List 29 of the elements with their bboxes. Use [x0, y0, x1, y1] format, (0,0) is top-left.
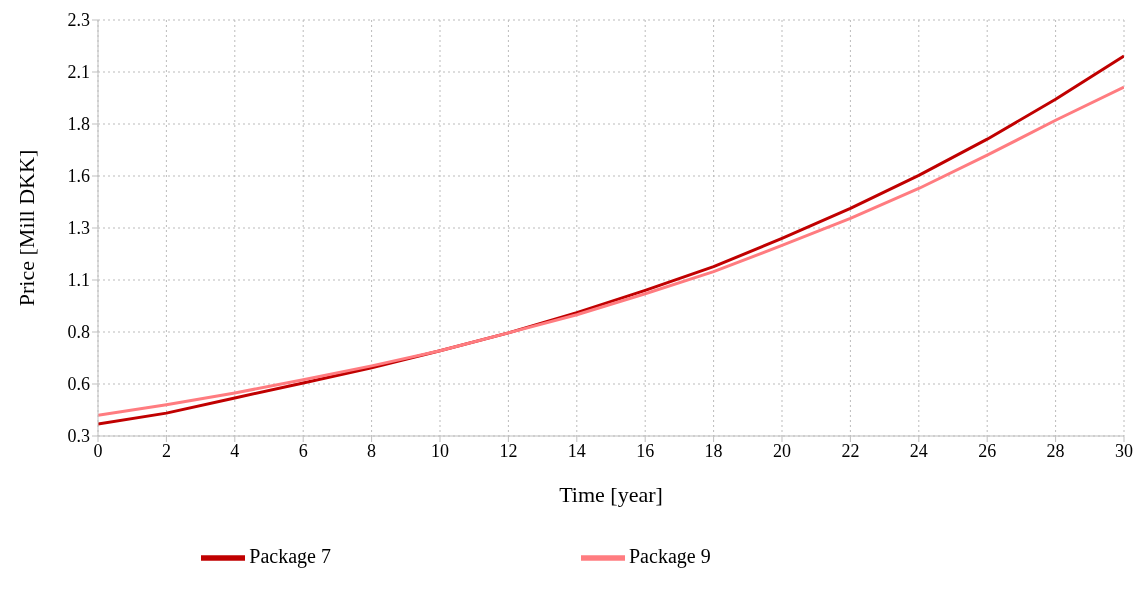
legend-label: Package 9 [629, 544, 711, 567]
y-tick-label: 1.3 [67, 218, 90, 239]
x-tick-label: 24 [909, 440, 928, 461]
y-tick-label: 0.6 [67, 374, 90, 395]
x-tick-label: 6 [298, 440, 308, 461]
y-tick-label: 0.8 [67, 322, 90, 343]
x-tick-label: 30 [1115, 440, 1133, 461]
x-tick-label: 22 [841, 440, 860, 461]
x-tick-label: 10 [431, 440, 449, 461]
y-tick-label: 0.3 [67, 426, 90, 447]
x-tick-label: 28 [1046, 440, 1065, 461]
legend-label: Package 7 [249, 544, 331, 567]
x-tick-label: 20 [773, 440, 791, 461]
x-axis-title: Time [year] [559, 481, 663, 507]
x-tick-label: 4 [230, 440, 240, 461]
y-tick-label: 2.3 [67, 10, 90, 31]
y-axis-title: Price [Mill DKK] [13, 149, 39, 307]
x-tick-label: 18 [704, 440, 723, 461]
y-tick-label: 1.1 [67, 270, 90, 291]
x-tick-label: 2 [161, 440, 171, 461]
x-tick-label: 8 [367, 440, 377, 461]
y-tick-label: 1.6 [67, 166, 90, 187]
y-tick-label: 1.8 [67, 114, 90, 135]
y-tick-label: 2.1 [67, 62, 90, 83]
x-tick-label: 16 [636, 440, 655, 461]
x-tick-label: 14 [567, 440, 586, 461]
x-tick-label: 12 [499, 440, 518, 461]
x-tick-label: 26 [978, 440, 997, 461]
x-tick-label: 0 [93, 440, 103, 461]
